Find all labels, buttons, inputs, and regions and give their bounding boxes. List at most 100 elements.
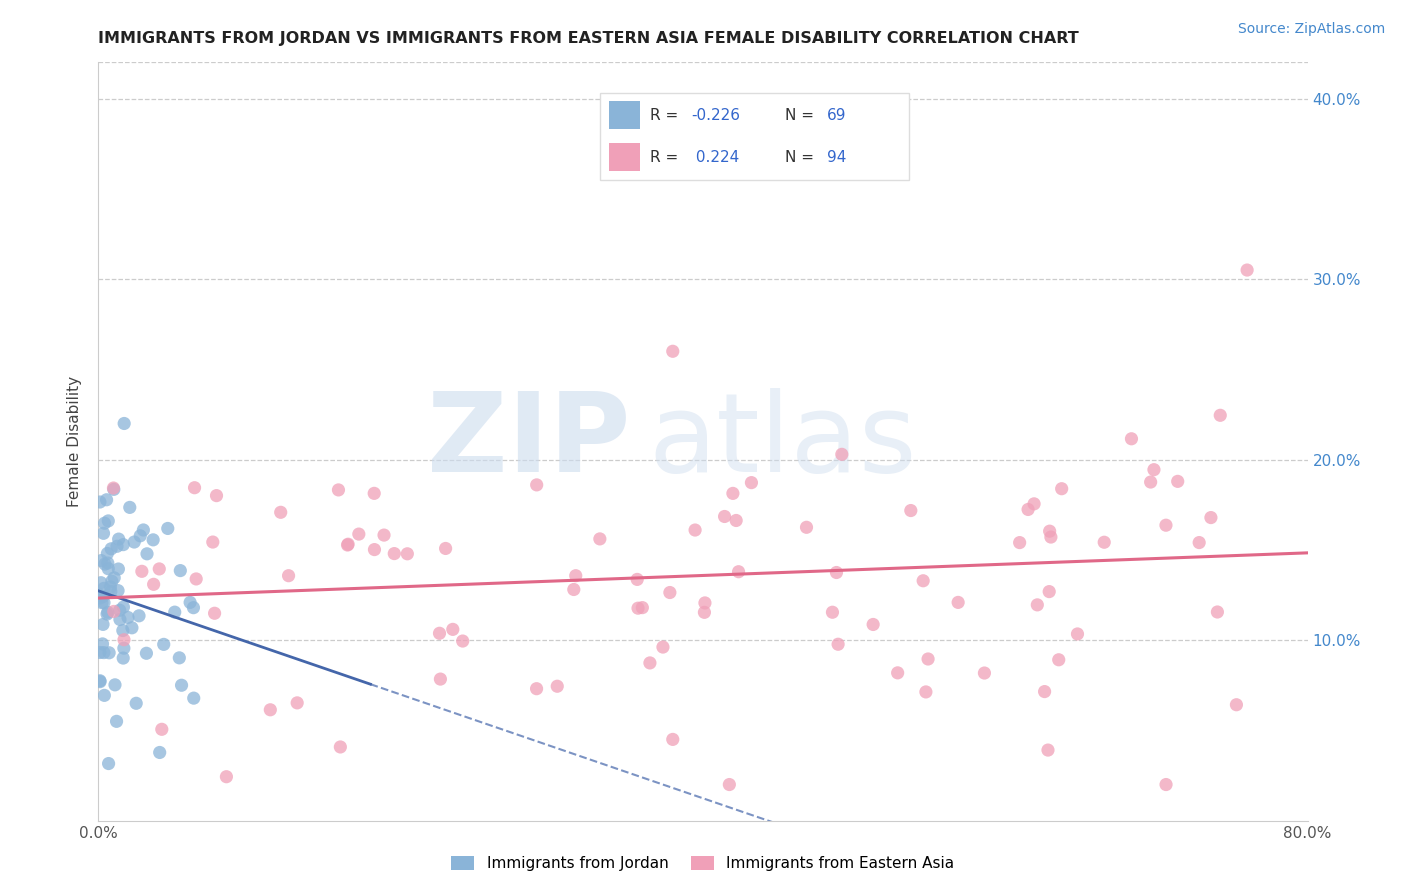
Point	[205, 489, 228, 503]
Point	[179, 595, 201, 609]
Point	[150, 723, 173, 737]
Point	[526, 478, 548, 492]
Point	[136, 547, 159, 561]
Point	[107, 532, 129, 546]
Point	[96, 492, 118, 507]
Point	[1167, 475, 1189, 489]
Point	[93, 689, 115, 703]
Point	[152, 637, 174, 651]
Point	[661, 344, 683, 359]
Point	[900, 503, 922, 517]
Point	[112, 417, 135, 431]
Point	[1047, 653, 1070, 667]
Point	[725, 514, 748, 528]
Point	[1039, 524, 1062, 538]
Point	[131, 564, 153, 578]
Point	[347, 527, 370, 541]
Point	[429, 672, 451, 686]
Point	[112, 538, 135, 552]
Point	[796, 520, 818, 534]
Point	[215, 770, 238, 784]
Point	[825, 566, 848, 580]
Point	[862, 617, 884, 632]
Point	[652, 640, 675, 654]
Point	[97, 605, 120, 619]
Point	[117, 610, 139, 624]
Point	[96, 546, 118, 560]
Point	[1008, 535, 1031, 549]
Point	[546, 679, 568, 693]
Point	[1121, 432, 1143, 446]
Point	[94, 557, 117, 571]
Point	[132, 523, 155, 537]
Point	[693, 605, 716, 619]
Point	[336, 538, 359, 552]
Point	[201, 535, 224, 549]
Point	[90, 575, 112, 590]
Point	[156, 521, 179, 535]
Point	[328, 483, 350, 497]
Point	[121, 621, 143, 635]
Point	[91, 590, 114, 604]
Point	[1139, 475, 1161, 489]
Point	[148, 562, 170, 576]
Point	[149, 746, 172, 760]
Point	[1036, 743, 1059, 757]
Point	[827, 637, 849, 651]
Point	[108, 612, 131, 626]
Point	[1066, 627, 1088, 641]
Point	[661, 732, 683, 747]
Point	[103, 481, 125, 495]
Point	[101, 574, 124, 589]
Point	[1209, 409, 1232, 423]
Point	[683, 523, 706, 537]
Point	[1026, 598, 1049, 612]
Point	[142, 577, 165, 591]
Legend: Immigrants from Jordan, Immigrants from Eastern Asia: Immigrants from Jordan, Immigrants from …	[446, 849, 960, 877]
Text: atlas: atlas	[648, 388, 917, 495]
Point	[638, 656, 661, 670]
Point	[169, 650, 191, 665]
Point	[129, 529, 152, 543]
Point	[90, 553, 112, 567]
Text: IMMIGRANTS FROM JORDAN VS IMMIGRANTS FROM EASTERN ASIA FEMALE DISABILITY CORRELA: IMMIGRANTS FROM JORDAN VS IMMIGRANTS FRO…	[98, 31, 1080, 46]
Point	[564, 568, 586, 582]
Point	[163, 605, 186, 619]
Point	[973, 666, 995, 681]
Point	[111, 624, 134, 638]
Point	[1199, 510, 1222, 524]
Point	[97, 756, 120, 771]
Point	[821, 605, 844, 619]
Point	[93, 582, 115, 596]
Point	[718, 778, 741, 792]
Point	[100, 580, 122, 594]
Point	[135, 646, 157, 660]
Point	[429, 626, 451, 640]
Point	[103, 604, 125, 618]
Point	[1050, 482, 1073, 496]
Point	[93, 526, 115, 541]
Point	[329, 739, 352, 754]
Point	[946, 595, 969, 609]
Point	[363, 486, 385, 500]
Point	[105, 714, 128, 729]
Point	[103, 483, 125, 497]
Point	[526, 681, 548, 696]
Point	[627, 601, 650, 615]
Point	[97, 562, 120, 576]
Point	[128, 608, 150, 623]
Point	[631, 600, 654, 615]
Point	[915, 685, 938, 699]
Point	[373, 528, 395, 542]
Point	[441, 623, 464, 637]
Point	[108, 603, 131, 617]
Point	[831, 447, 853, 461]
Point	[285, 696, 308, 710]
Point	[713, 509, 735, 524]
Point	[337, 537, 360, 551]
Point	[105, 539, 128, 553]
Point	[434, 541, 457, 556]
Point	[626, 573, 648, 587]
Point	[912, 574, 935, 588]
Point	[363, 542, 385, 557]
